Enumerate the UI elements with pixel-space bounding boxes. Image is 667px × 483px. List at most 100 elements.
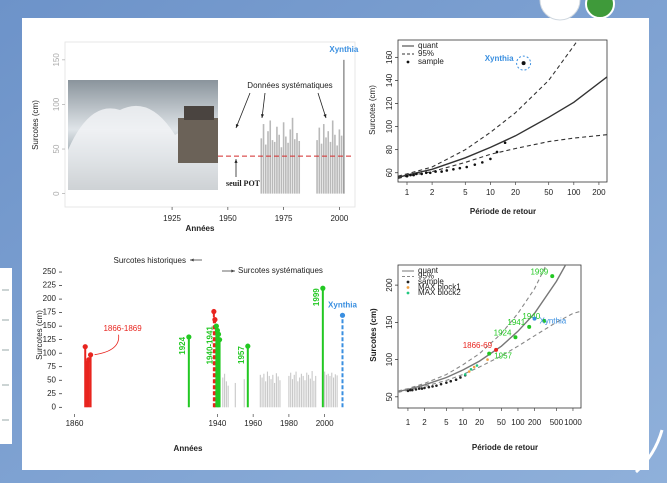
y-tick-label: 50 <box>52 144 61 153</box>
bar <box>321 144 323 194</box>
x-tick-label: 1940 <box>209 419 227 428</box>
bar <box>265 145 267 194</box>
x-tick-label: 2 <box>422 418 427 427</box>
stem-label: 1999 <box>312 288 321 306</box>
y-tick-label: 60 <box>385 168 394 177</box>
data-point <box>474 163 477 166</box>
x-tick-label: 1 <box>406 418 411 427</box>
bar <box>330 142 332 194</box>
y-tick-label: 150 <box>43 321 57 330</box>
data-point <box>415 388 418 391</box>
bar <box>294 139 296 193</box>
y-tick-label: 80 <box>385 145 394 154</box>
bar <box>325 137 327 193</box>
y-tick-label: 50 <box>47 375 56 384</box>
x-tick-label: 1860 <box>66 419 84 428</box>
legend-label: sample <box>418 57 444 66</box>
data-point <box>449 380 452 383</box>
x-tick-label: 50 <box>497 418 506 427</box>
stem-marker <box>340 313 345 318</box>
y-tick-label: 0 <box>52 402 57 411</box>
bar <box>332 120 334 193</box>
x-tick-label: 2000 <box>316 419 334 428</box>
y-tick-label: 200 <box>385 278 394 292</box>
x-tick-label: 10 <box>458 418 467 427</box>
x-tick-label: 10 <box>486 188 495 197</box>
annotation: Surcotes systématiques <box>238 266 323 275</box>
data-point <box>455 378 458 381</box>
x-tick-label: 100 <box>567 188 581 197</box>
x-axis-title: Période de retour <box>472 443 538 452</box>
x-tick-label: 1975 <box>275 214 293 223</box>
bar <box>290 129 292 193</box>
x-axis-title: Années <box>174 444 203 453</box>
legend-swatch <box>407 292 410 295</box>
stem-marker <box>88 352 93 357</box>
y-axis-title: Surcotes (cm) <box>368 85 377 135</box>
y-tick-label: 150 <box>385 315 394 329</box>
y-axis-title: Surcotes (cm) <box>369 308 378 362</box>
bar <box>281 147 283 193</box>
point-label: 1866-69 <box>463 341 493 350</box>
data-point <box>445 381 448 384</box>
stem-label: 1924 <box>178 336 187 354</box>
data-point <box>473 366 476 369</box>
x-axis-title: Années <box>186 224 215 233</box>
bar <box>319 128 321 194</box>
annotation: Données systématiques <box>247 81 332 90</box>
highlight-bar <box>343 60 345 194</box>
legend-swatch <box>407 281 410 284</box>
y-tick-label: 120 <box>385 96 394 110</box>
legend-swatch <box>407 286 410 289</box>
y-tick-label: 100 <box>52 97 61 111</box>
point-label: Xynthia <box>485 54 514 63</box>
labeled-point <box>527 325 531 329</box>
y-tick-label: 160 <box>385 50 394 64</box>
data-point <box>435 384 438 387</box>
bar <box>276 127 278 194</box>
y-tick-label: 75 <box>47 362 56 371</box>
data-point <box>411 389 414 392</box>
data-point <box>504 141 507 144</box>
stem-marker <box>320 286 325 291</box>
bar <box>296 133 298 194</box>
stem-marker <box>211 309 216 314</box>
bar <box>298 141 300 194</box>
data-point <box>409 174 412 177</box>
data-point <box>412 174 415 177</box>
data-point <box>459 167 462 170</box>
stem-marker <box>216 332 221 337</box>
y-tick-label: 100 <box>385 352 394 366</box>
x-tick-label: 1980 <box>280 419 298 428</box>
labeled-point <box>513 335 517 339</box>
x-tick-label: 5 <box>444 418 449 427</box>
data-point <box>407 390 410 393</box>
y-tick-label: 175 <box>43 308 57 317</box>
bar <box>278 135 280 194</box>
bar <box>327 131 329 193</box>
page: 1925195019752000050100150AnnéesSurcotes … <box>0 0 667 483</box>
x-tick-label: 200 <box>528 418 542 427</box>
y-tick-label: 200 <box>43 294 57 303</box>
stem-label: Xynthia <box>328 300 357 309</box>
x-tick-label: 500 <box>550 418 564 427</box>
data-point <box>445 169 448 172</box>
data-point <box>440 170 443 173</box>
data-point <box>476 364 479 367</box>
side-fragment <box>0 268 12 444</box>
data-point <box>431 385 434 388</box>
stem-marker <box>212 317 217 322</box>
y-tick-label: 100 <box>43 348 57 357</box>
y-tick-label: 125 <box>43 335 57 344</box>
data-point <box>421 387 424 390</box>
bar <box>334 135 336 194</box>
logo <box>586 0 614 18</box>
data-point <box>418 387 421 390</box>
bar <box>272 140 274 194</box>
bar <box>323 124 325 194</box>
data-point <box>415 173 418 176</box>
x-tick-label: 1000 <box>564 418 582 427</box>
bar <box>274 142 276 194</box>
stem-label: 1957 <box>237 346 246 364</box>
x-tick-label: 200 <box>592 188 606 197</box>
